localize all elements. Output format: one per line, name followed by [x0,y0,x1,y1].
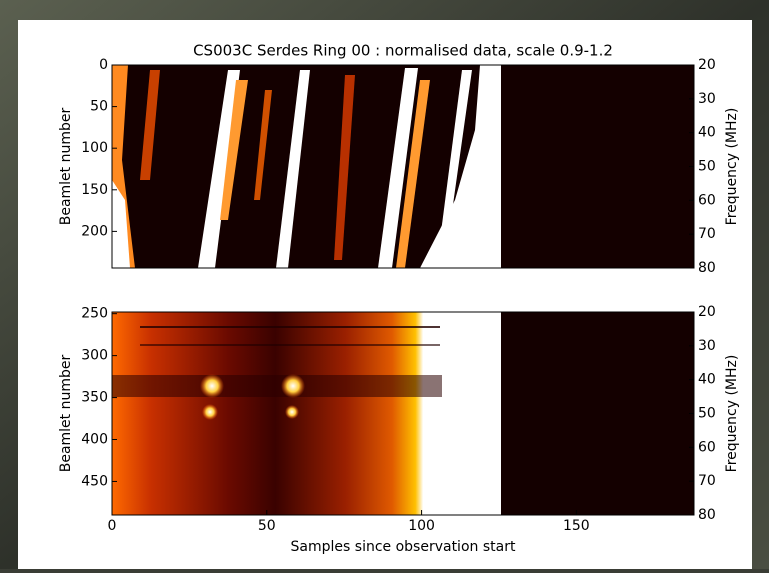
y-tick-label: 100 [81,140,108,156]
x-tick-label: 150 [563,518,590,534]
y2-tick-label: 70 [698,473,716,489]
y-axis-label: Beamlet number [58,108,74,226]
y2-tick-label: 80 [698,507,716,523]
y2-tick-label: 50 [698,159,716,175]
x-tick-label: 100 [408,518,435,534]
y2-tick-label: 30 [698,91,716,107]
y2-tick-label: 40 [698,125,716,141]
chart-title: CS003C Serdes Ring 00 : normalised data,… [193,42,613,60]
heatmap-bottom [112,312,694,515]
y-tick-label: 350 [81,390,108,406]
y-tick-label: 0 [99,57,108,73]
y2-tick-label: 80 [698,260,716,276]
x-tick-label: 50 [258,518,276,534]
y-tick-label: 200 [81,223,108,239]
y2-tick-label: 20 [698,304,716,320]
y2-axis-label: Frequency (MHz) [724,108,740,226]
y2-tick-label: 60 [698,439,716,455]
y2-axis-label: Frequency (MHz) [724,355,740,473]
y2-tick-label: 20 [698,57,716,73]
y-tick-label: 250 [81,306,108,322]
y-tick-label: 150 [81,182,108,198]
y-tick-label: 300 [81,348,108,364]
x-tick-label: 0 [108,518,117,534]
y-tick-label: 50 [90,99,108,115]
y2-tick-label: 40 [698,372,716,388]
heatmap-top [112,65,694,268]
y2-tick-label: 50 [698,406,716,422]
y-axis-label: Beamlet number [58,355,74,473]
y2-tick-label: 60 [698,192,716,208]
y2-tick-label: 70 [698,226,716,242]
y-tick-label: 450 [81,473,108,489]
y-tick-label: 400 [81,432,108,448]
x-axis-label: Samples since observation start [291,539,516,555]
y2-tick-label: 30 [698,338,716,354]
